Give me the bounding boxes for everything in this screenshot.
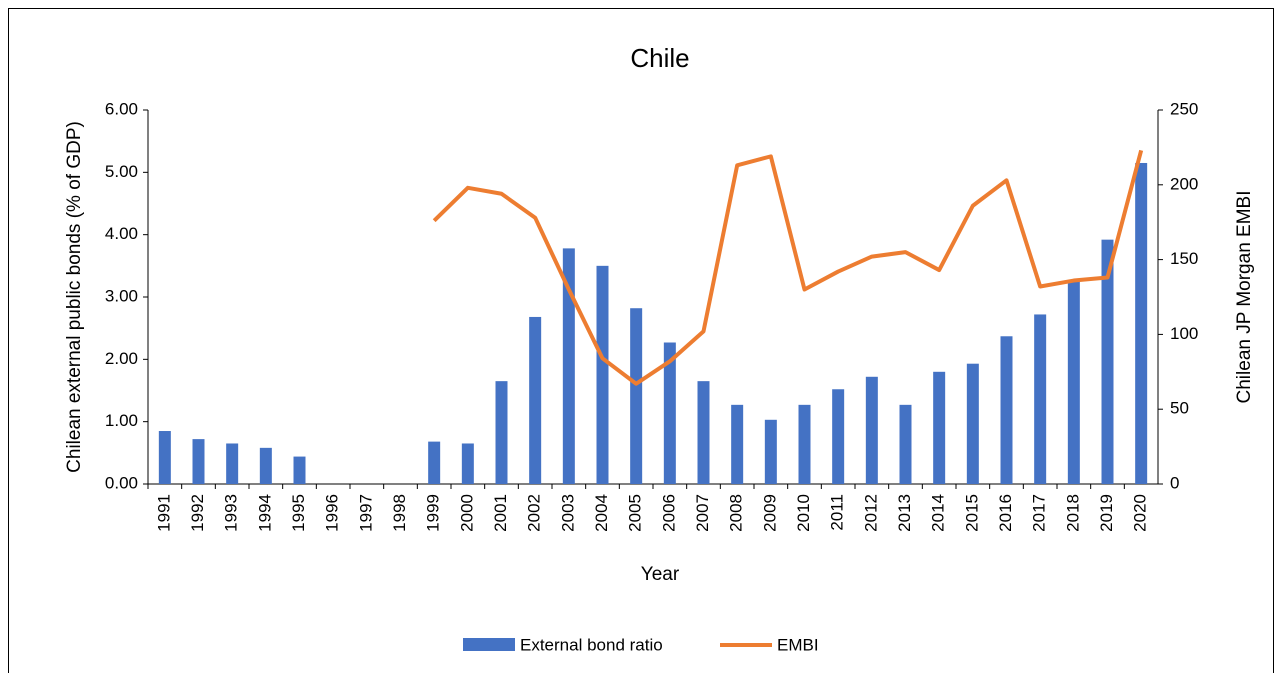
- x-tick-label: 2006: [659, 494, 678, 532]
- bar: [798, 404, 811, 484]
- y2-axis-title: Chilean JP Morgan EMBI: [1234, 191, 1255, 404]
- x-tick-label: 1998: [390, 494, 409, 532]
- x-tick-label: 2007: [693, 494, 712, 532]
- bar: [192, 439, 205, 484]
- y-tick-label: 1.00: [105, 411, 138, 430]
- y-tick-label: 4.00: [105, 224, 138, 243]
- bar: [764, 419, 777, 484]
- x-tick-label: 1993: [222, 494, 241, 532]
- y2-tick-label: 0: [1170, 473, 1179, 492]
- x-tick-label: 2009: [760, 494, 779, 532]
- bar: [933, 371, 946, 484]
- bar: [832, 389, 845, 484]
- bar: [630, 308, 643, 484]
- bar: [428, 441, 441, 484]
- y2-tick-label: 150: [1170, 249, 1198, 268]
- x-tick-label: 2018: [1063, 494, 1082, 532]
- x-tick-label: 2017: [1030, 494, 1049, 532]
- bar: [865, 376, 878, 484]
- bar: [697, 381, 710, 484]
- y-tick-label: 5.00: [105, 162, 138, 181]
- x-tick-label: 2004: [592, 494, 611, 532]
- chart-title: Chile: [630, 43, 689, 73]
- x-tick-label: 1999: [424, 494, 443, 532]
- bar: [226, 443, 239, 484]
- legend-label: External bond ratio: [520, 635, 663, 654]
- y2-tick-label: 100: [1170, 324, 1198, 343]
- bar: [562, 248, 575, 484]
- x-tick-label: 1992: [188, 494, 207, 532]
- bar: [731, 404, 744, 484]
- bar: [529, 316, 542, 484]
- bar: [1000, 336, 1013, 484]
- line: [432, 149, 1144, 386]
- y2-tick-label: 200: [1170, 174, 1198, 193]
- y-tick-label: 2.00: [105, 349, 138, 368]
- x-tick-label: 1994: [255, 494, 274, 532]
- bar: [259, 447, 272, 484]
- x-tick-label: 1991: [154, 494, 173, 532]
- bar: [596, 265, 609, 484]
- y-tick-label: 0.00: [105, 473, 138, 492]
- x-tick-label: 2001: [491, 494, 510, 532]
- y2-tick-label: 250: [1170, 99, 1198, 118]
- y-tick-label: 3.00: [105, 286, 138, 305]
- x-tick-label: 1995: [289, 494, 308, 532]
- x-tick-label: 2011: [828, 494, 847, 531]
- x-tick-label: 2012: [861, 494, 880, 532]
- bar: [663, 342, 676, 484]
- y2-tick-label: 50: [1170, 399, 1189, 418]
- y-tick-label: 6.00: [105, 99, 138, 118]
- bar: [461, 443, 474, 484]
- y-axis-title: Chilean external public bonds (% of GDP): [64, 121, 85, 473]
- x-tick-label: 2019: [1097, 494, 1116, 532]
- x-tick-label: 2005: [626, 494, 645, 532]
- x-tick-label: 2015: [962, 494, 981, 532]
- x-tick-label: 1996: [323, 494, 342, 532]
- x-tick-label: 2000: [457, 494, 476, 532]
- x-tick-label: 2014: [929, 494, 948, 532]
- bar: [1101, 239, 1114, 484]
- x-tick-label: 1997: [356, 494, 375, 532]
- bar: [966, 363, 979, 484]
- bar: [1034, 314, 1047, 484]
- x-tick-label: 2010: [794, 494, 813, 532]
- x-tick-label: 2003: [558, 494, 577, 532]
- x-tick-label: 2020: [1131, 494, 1150, 532]
- bar: [899, 404, 912, 484]
- x-tick-label: 2008: [727, 494, 746, 532]
- bar: [495, 381, 508, 484]
- x-tick-label: 2016: [996, 494, 1015, 532]
- bar: [158, 431, 171, 484]
- x-axis-title: Year: [641, 564, 680, 585]
- legend-swatch: [463, 638, 515, 651]
- bar: [293, 456, 306, 484]
- x-tick-label: 2013: [895, 494, 914, 532]
- x-tick-label: 2002: [525, 494, 544, 532]
- bar: [1135, 162, 1148, 484]
- bar: [1067, 281, 1080, 484]
- legend-label: EMBI: [777, 635, 819, 654]
